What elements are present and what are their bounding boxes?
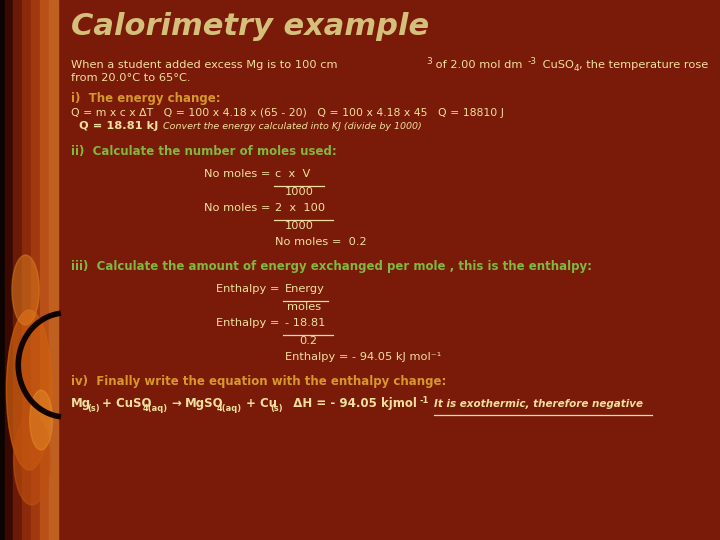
Bar xyxy=(22,0,31,540)
Text: No moles =: No moles = xyxy=(204,169,274,179)
Text: from 20.0°C to 65°C.: from 20.0°C to 65°C. xyxy=(71,73,191,83)
Text: 2  x  100: 2 x 100 xyxy=(276,203,325,213)
Text: 1000: 1000 xyxy=(284,221,313,231)
Text: Enthalpy = - 94.05 kJ mol⁻¹: Enthalpy = - 94.05 kJ mol⁻¹ xyxy=(284,352,441,362)
Ellipse shape xyxy=(30,390,53,450)
Text: Q = 18.81 kJ: Q = 18.81 kJ xyxy=(71,121,158,131)
Text: iv)  Finally write the equation with the enthalpy change:: iv) Finally write the equation with the … xyxy=(71,375,446,388)
Ellipse shape xyxy=(6,310,52,470)
Text: -3: -3 xyxy=(528,57,537,66)
Text: (s): (s) xyxy=(270,404,282,413)
Bar xyxy=(40,0,49,540)
Text: Q = m x c x ΔT   Q = 100 x 4.18 x (65 - 20)   Q = 100 x 4.18 x 45   Q = 18810 J: Q = m x c x ΔT Q = 100 x 4.18 x (65 - 20… xyxy=(71,108,504,118)
Text: It is exothermic, therefore negative: It is exothermic, therefore negative xyxy=(434,399,643,409)
Text: MgSO: MgSO xyxy=(185,397,224,410)
Text: ΔH = - 94.05 kjmol: ΔH = - 94.05 kjmol xyxy=(284,397,416,410)
Text: 4: 4 xyxy=(574,64,580,73)
Text: of 2.00 mol dm: of 2.00 mol dm xyxy=(432,60,523,70)
Text: - 18.81: - 18.81 xyxy=(284,318,325,328)
Text: No moles =: No moles = xyxy=(204,203,274,213)
Text: Mg: Mg xyxy=(71,397,91,410)
Text: 1000: 1000 xyxy=(284,187,313,197)
Text: 4(aq): 4(aq) xyxy=(143,404,167,413)
Text: When a student added excess Mg is to 100 cm: When a student added excess Mg is to 100… xyxy=(71,60,338,70)
Bar xyxy=(0,0,6,540)
Text: + CuSO: + CuSO xyxy=(102,397,152,410)
Text: No moles =  0.2: No moles = 0.2 xyxy=(276,237,367,247)
Text: 0.2: 0.2 xyxy=(299,336,317,346)
Text: i)  The energy change:: i) The energy change: xyxy=(71,92,221,105)
Text: moles: moles xyxy=(287,302,321,312)
Text: , the temperature rose: , the temperature rose xyxy=(579,60,708,70)
Text: iii)  Calculate the amount of energy exchanged per mole , this is the enthalpy:: iii) Calculate the amount of energy exch… xyxy=(71,260,592,273)
Text: + Cu: + Cu xyxy=(246,397,277,410)
Bar xyxy=(13,0,22,540)
Ellipse shape xyxy=(14,415,50,505)
Text: Energy: Energy xyxy=(284,284,325,294)
Bar xyxy=(31,0,40,540)
Text: 3: 3 xyxy=(426,57,432,66)
Text: Enthalpy =: Enthalpy = xyxy=(216,284,283,294)
Bar xyxy=(6,0,13,540)
Ellipse shape xyxy=(12,255,39,325)
Text: CuSO: CuSO xyxy=(539,60,574,70)
Text: →: → xyxy=(171,397,181,410)
Text: Convert the energy calculated into KJ (divide by 1000): Convert the energy calculated into KJ (d… xyxy=(160,122,421,131)
Bar xyxy=(49,0,58,540)
Text: c  x  V: c x V xyxy=(276,169,310,179)
Text: ii)  Calculate the number of moles used:: ii) Calculate the number of moles used: xyxy=(71,145,337,158)
Text: 4(aq): 4(aq) xyxy=(217,404,242,413)
Text: Calorimetry example: Calorimetry example xyxy=(71,12,429,41)
Text: -1: -1 xyxy=(420,396,429,405)
Text: Enthalpy =: Enthalpy = xyxy=(216,318,283,328)
Text: (s): (s) xyxy=(88,404,100,413)
